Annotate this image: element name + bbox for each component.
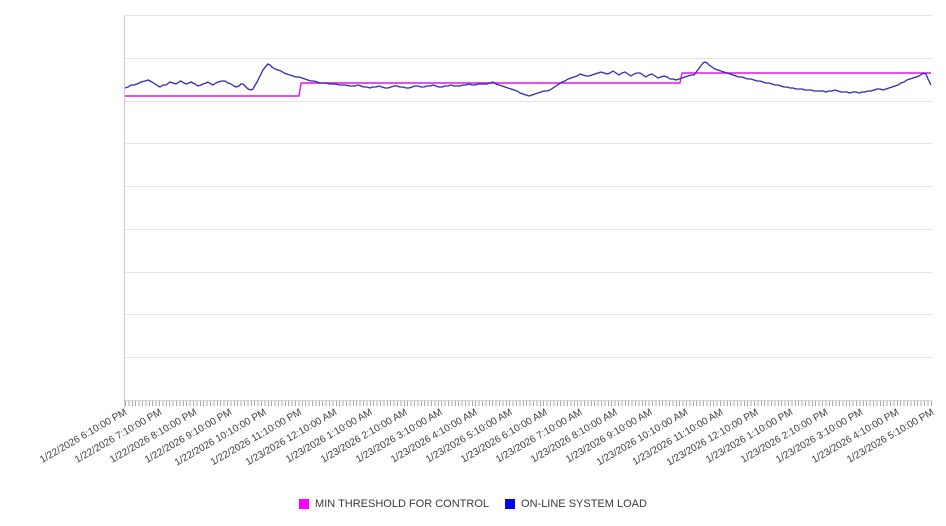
gridline (125, 15, 932, 16)
legend-label-system-load: ON-LINE SYSTEM LOAD (521, 498, 647, 510)
gridline (125, 101, 932, 102)
gridline (125, 58, 932, 59)
gridline (125, 186, 932, 187)
gridline (125, 314, 932, 315)
line-chart-svg (125, 61, 932, 97)
gridline (125, 143, 932, 144)
legend: MIN THRESHOLD FOR CONTROL ON-LINE SYSTEM… (0, 498, 946, 510)
legend-label-min-threshold: MIN THRESHOLD FOR CONTROL (315, 498, 490, 510)
gridline (125, 272, 932, 273)
plot-area (125, 15, 932, 401)
gridline (125, 357, 932, 358)
legend-swatch-min-threshold-icon (299, 499, 310, 509)
x-axis-minor-ticks (125, 401, 932, 406)
legend-item-system-load: ON-LINE SYSTEM LOAD (505, 498, 647, 510)
y-axis-line (124, 15, 125, 408)
series-line-1 (125, 61, 932, 97)
x-axis-line (125, 400, 932, 401)
gridline (125, 229, 932, 230)
legend-item-min-threshold: MIN THRESHOLD FOR CONTROL (299, 498, 489, 510)
series-line-0 (125, 72, 931, 97)
legend-swatch-system-load-icon (505, 499, 516, 509)
